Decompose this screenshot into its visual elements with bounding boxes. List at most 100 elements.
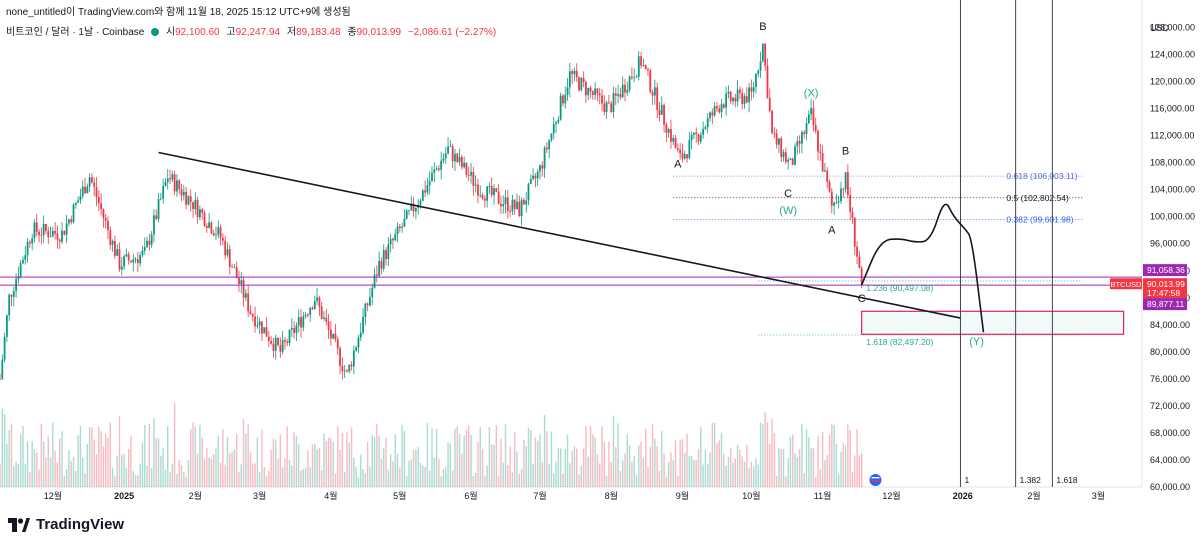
price-tag-label: 89,877.11	[1147, 299, 1184, 309]
volume-bar	[127, 448, 130, 487]
candle-body	[674, 137, 677, 148]
volume-bar	[380, 458, 383, 487]
candle-body	[350, 364, 353, 367]
volume-bar	[403, 431, 406, 487]
volume-bar	[582, 448, 585, 487]
candle-body	[362, 316, 364, 333]
volume-bar	[185, 476, 187, 487]
candle-body	[738, 89, 741, 93]
candle-body	[502, 204, 505, 207]
volume-bar	[472, 476, 475, 487]
volume-bar	[571, 451, 573, 487]
candle-body	[203, 212, 206, 226]
volume-bar	[233, 449, 236, 487]
volume-bar	[148, 423, 151, 487]
volume-bar	[562, 473, 564, 487]
volume-bar	[470, 434, 472, 487]
volume-bar	[392, 460, 394, 487]
wave-label: B	[759, 21, 766, 33]
volume-bar	[605, 476, 608, 487]
y-tick-label: 100,000.00	[1150, 212, 1195, 222]
volume-bar	[295, 435, 298, 487]
volume-bar	[684, 452, 686, 487]
volume-bar	[615, 447, 617, 487]
candle-body	[481, 195, 484, 199]
candle-body	[718, 108, 721, 113]
volume-bar	[300, 470, 302, 487]
volume-bar	[566, 434, 569, 487]
candle-body	[442, 158, 445, 161]
volume-bar	[670, 452, 672, 487]
volume-bar	[357, 476, 360, 487]
candle-body	[690, 134, 693, 141]
candle-body	[235, 267, 238, 279]
candle-body	[745, 96, 748, 103]
fib-level-label: 1.618 (82,497.20)	[866, 337, 933, 347]
candle-body	[536, 171, 539, 179]
candle-body	[382, 250, 385, 269]
volume-bar	[176, 474, 178, 487]
y-tick-label: 120,000.00	[1150, 77, 1195, 87]
volume-bar	[548, 463, 550, 487]
volume-bar	[104, 433, 107, 487]
candle-body	[93, 182, 96, 187]
volume-bar	[686, 433, 688, 487]
volume-bar	[288, 459, 291, 487]
volume-bar	[860, 453, 863, 487]
volume-bar	[785, 476, 787, 487]
volume-bar	[399, 467, 401, 487]
candle-body	[302, 316, 305, 328]
flag-icon-stripe	[871, 480, 880, 482]
volume-bar	[831, 423, 833, 487]
volume-bar	[681, 438, 684, 487]
volume-bar	[690, 455, 693, 487]
volume-bar	[91, 427, 93, 487]
volume-bar	[461, 453, 463, 487]
volume-bar	[514, 432, 516, 487]
candle-body	[375, 274, 378, 276]
candle-body	[803, 132, 806, 135]
candle-body	[670, 129, 672, 142]
candle-body	[311, 307, 314, 309]
volume-bar	[245, 433, 247, 487]
volume-bar	[291, 465, 293, 487]
open-label: 시	[165, 27, 176, 38]
volume-bar	[231, 452, 233, 487]
volume-bars	[0, 403, 863, 487]
candle-body	[336, 339, 339, 349]
candle-body	[759, 61, 762, 71]
volume-bar	[700, 427, 702, 487]
candle-body	[801, 132, 803, 144]
volume-bar	[88, 427, 91, 487]
x-tick-label: 7월	[533, 490, 546, 501]
currency-label: USD	[1150, 23, 1170, 33]
candle-body	[318, 297, 321, 307]
candle-body	[435, 168, 438, 170]
candle-body	[768, 97, 771, 111]
candle-body	[398, 226, 401, 229]
candle-body	[722, 104, 725, 108]
candle-body	[199, 209, 201, 218]
candle-body	[764, 43, 767, 66]
tradingview-brand[interactable]: TradingView	[8, 516, 124, 533]
volume-bar	[840, 451, 842, 487]
price-axis: USD 60,000.00 64,000.00 68,000.00 72,000.00 7…	[1150, 23, 1195, 492]
candle-body	[817, 130, 819, 152]
volume-bar	[801, 423, 803, 487]
candle-body	[371, 287, 374, 298]
volume-bar	[422, 465, 424, 487]
candle-body	[205, 225, 208, 228]
volume-bar	[842, 442, 844, 487]
volume-bar	[736, 444, 739, 487]
candle-body	[732, 97, 734, 102]
volume-bar	[516, 451, 518, 487]
volume-bar	[111, 467, 114, 487]
candle-body	[626, 89, 629, 93]
volume-bar	[171, 463, 174, 487]
volume-bar	[167, 426, 169, 487]
volume-bar	[725, 465, 727, 487]
candle-body	[630, 76, 633, 78]
volume-bar	[102, 446, 105, 487]
volume-bar	[555, 461, 557, 487]
